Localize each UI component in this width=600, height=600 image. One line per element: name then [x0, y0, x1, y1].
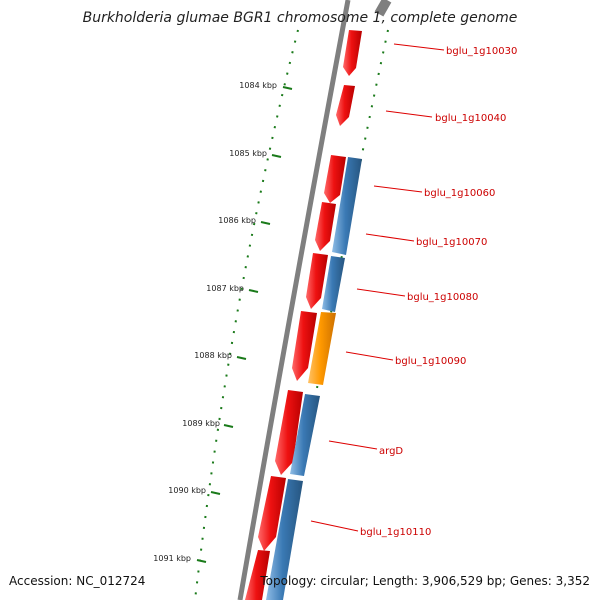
- gene-arrow[interactable]: [275, 390, 303, 475]
- scale-tick: [248, 289, 259, 293]
- gene-label[interactable]: bglu_1g10070: [416, 237, 487, 248]
- gene-label[interactable]: bglu_1g10060: [424, 188, 495, 199]
- scale-tick: [223, 424, 234, 428]
- gene-arrow[interactable]: [315, 202, 336, 251]
- forward-strand-genes: [245, 30, 362, 600]
- scale-tick: [236, 356, 247, 360]
- gene-arrow[interactable]: [290, 394, 320, 476]
- scale-tick: [260, 221, 271, 225]
- scale-tick: [196, 559, 207, 563]
- gene-arrow[interactable]: [258, 476, 286, 551]
- scale-tick: [271, 154, 282, 158]
- scale-tick-label: 1090 kbp: [168, 486, 206, 495]
- gene-arrow[interactable]: [306, 253, 328, 309]
- gene-label[interactable]: bglu_1g10040: [435, 113, 506, 124]
- reverse-strand-genes: [266, 157, 362, 600]
- gene-label[interactable]: bglu_1g10030: [446, 46, 517, 57]
- scale-tick-label: 1087 kbp: [206, 284, 244, 293]
- gene-arrow[interactable]: [324, 155, 346, 203]
- accession-text: Accession: NC_012724: [9, 574, 146, 588]
- scale-tick: [282, 86, 293, 90]
- map-title: Burkholderia glumae BGR1 chromosome 1, c…: [82, 10, 518, 26]
- scale-tick-label: 1088 kbp: [194, 351, 232, 360]
- gene-arrow[interactable]: [343, 30, 362, 76]
- scale-tick-label: 1091 kbp: [153, 554, 191, 563]
- gene-label[interactable]: bglu_1g10080: [407, 292, 478, 303]
- genome-summary-text: Topology: circular; Length: 3,906,529 bp…: [260, 574, 590, 588]
- genome-backbone-top: [374, 0, 392, 17]
- gene-arrow[interactable]: [332, 157, 362, 255]
- scale-tick-label: 1086 kbp: [218, 216, 256, 225]
- gene-arrow[interactable]: [245, 550, 270, 600]
- scale-tick-label: 1084 kbp: [239, 81, 277, 90]
- gene-label-lines: [310, 43, 445, 532]
- gene-arrow[interactable]: [322, 256, 345, 312]
- scale-tick-label: 1085 kbp: [229, 149, 267, 158]
- scale-tick-label: 1089 kbp: [182, 419, 220, 428]
- highlighted-gene[interactable]: [308, 312, 336, 385]
- scale-tick: [210, 491, 221, 495]
- gene-label[interactable]: argD: [379, 446, 403, 457]
- gene-arrow[interactable]: [292, 311, 317, 381]
- gene-arrow[interactable]: [336, 85, 355, 126]
- genome-backbone: [237, 0, 351, 600]
- gene-labels: bglu_1g10030 bglu_1g10040 bglu_1g10060 b…: [360, 46, 517, 538]
- scale-ticks: 1084 kbp 1085 kbp 1086 kbp 1087 kbp 1088…: [153, 81, 293, 563]
- gene-label[interactable]: bglu_1g10090: [395, 356, 466, 367]
- gene-label[interactable]: bglu_1g10110: [360, 527, 431, 538]
- scale-arc: [194, 29, 299, 600]
- gene-arrow[interactable]: [266, 479, 303, 600]
